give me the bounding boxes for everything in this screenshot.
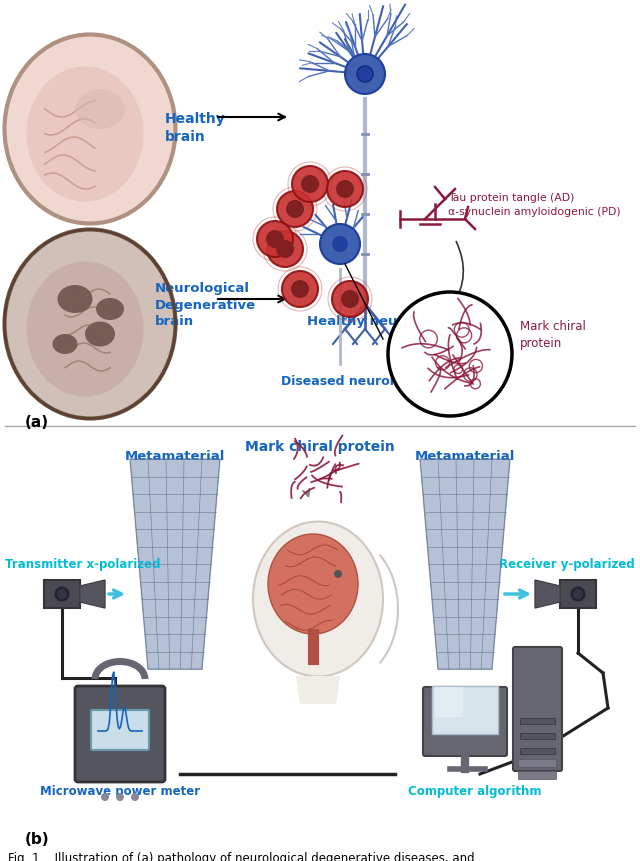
Bar — [520, 748, 555, 754]
Text: Mark chiral
protein: Mark chiral protein — [520, 319, 586, 350]
FancyBboxPatch shape — [513, 647, 562, 771]
Bar — [435, 687, 463, 717]
Ellipse shape — [26, 263, 143, 397]
Circle shape — [341, 291, 359, 308]
Circle shape — [116, 793, 124, 801]
Text: Computer algorithm: Computer algorithm — [408, 784, 541, 797]
Text: Receiver y-polarized: Receiver y-polarized — [499, 557, 635, 570]
Text: Metamaterial: Metamaterial — [415, 449, 515, 462]
Bar — [560, 580, 596, 608]
Circle shape — [291, 281, 309, 299]
Circle shape — [332, 237, 348, 253]
Text: Microwave power meter: Microwave power meter — [40, 784, 200, 797]
Text: (a): (a) — [25, 414, 49, 430]
Circle shape — [276, 241, 294, 258]
Ellipse shape — [52, 335, 77, 355]
Circle shape — [336, 181, 354, 199]
Circle shape — [292, 167, 328, 202]
Bar — [518, 771, 556, 779]
Polygon shape — [420, 460, 510, 669]
Ellipse shape — [4, 35, 175, 224]
Circle shape — [101, 793, 109, 801]
Circle shape — [277, 192, 313, 228]
Bar — [44, 580, 80, 608]
Circle shape — [266, 231, 284, 249]
Circle shape — [257, 222, 293, 257]
Text: Mark chiral protein: Mark chiral protein — [245, 439, 395, 454]
Bar — [432, 686, 498, 734]
Text: Healthy neuron: Healthy neuron — [307, 314, 423, 328]
Circle shape — [332, 282, 368, 318]
Circle shape — [573, 589, 583, 599]
Circle shape — [334, 570, 342, 579]
Circle shape — [570, 586, 586, 603]
FancyBboxPatch shape — [75, 686, 165, 782]
FancyBboxPatch shape — [423, 687, 507, 756]
Bar — [520, 718, 555, 724]
Bar — [520, 734, 555, 739]
Text: Metamaterial: Metamaterial — [125, 449, 225, 462]
Text: Neurological
Degenerative
brain: Neurological Degenerative brain — [155, 282, 256, 328]
Circle shape — [282, 272, 318, 307]
Circle shape — [320, 225, 360, 264]
FancyBboxPatch shape — [91, 710, 149, 750]
Circle shape — [301, 176, 319, 194]
Text: (b): (b) — [25, 831, 50, 846]
Polygon shape — [80, 580, 105, 608]
Ellipse shape — [58, 286, 93, 313]
Text: Tau protein tangle (AD)
α-synuclein amyloidogenic (PD): Tau protein tangle (AD) α-synuclein amyl… — [448, 193, 621, 217]
Circle shape — [388, 293, 512, 417]
Text: Transmitter x-polarized: Transmitter x-polarized — [5, 557, 161, 570]
Ellipse shape — [85, 322, 115, 347]
Circle shape — [286, 201, 304, 219]
Ellipse shape — [75, 90, 125, 130]
Text: Healthy
brain: Healthy brain — [165, 112, 226, 144]
Polygon shape — [296, 676, 340, 704]
Circle shape — [54, 586, 70, 603]
Circle shape — [345, 55, 385, 95]
Circle shape — [267, 232, 303, 268]
Circle shape — [327, 172, 363, 208]
Bar — [518, 759, 556, 767]
Ellipse shape — [26, 67, 143, 202]
Ellipse shape — [253, 522, 383, 677]
Polygon shape — [535, 580, 560, 608]
Circle shape — [57, 589, 67, 599]
Text: Fig. 1    Illustration of (a) pathology of neurological degenerative diseases, a: Fig. 1 Illustration of (a) pathology of … — [8, 851, 475, 861]
Ellipse shape — [96, 299, 124, 320]
Circle shape — [131, 793, 139, 801]
Ellipse shape — [268, 535, 358, 635]
Ellipse shape — [4, 230, 175, 419]
Circle shape — [357, 67, 373, 83]
Text: Diseased neuron: Diseased neuron — [281, 375, 399, 387]
Polygon shape — [130, 460, 220, 669]
